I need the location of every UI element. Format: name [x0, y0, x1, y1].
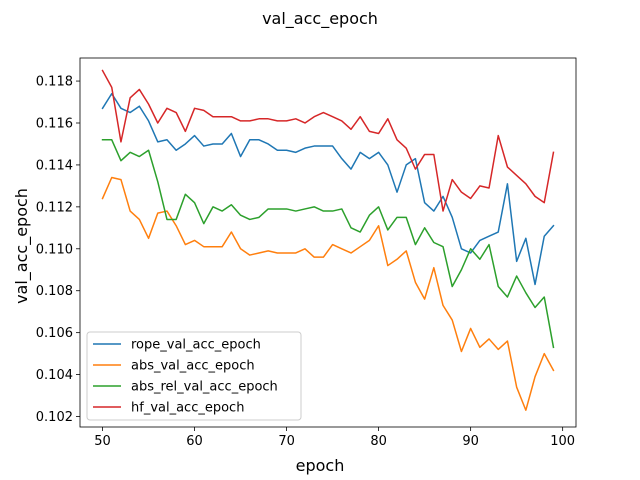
axes-frame [79, 57, 577, 428]
y-tick-label: 0.118 [36, 75, 73, 90]
x-tick-label: 80 [370, 434, 387, 449]
legend-label-3: abs_rel_val_acc_epoch [131, 380, 278, 395]
y-tick-label: 0.116 [36, 116, 73, 131]
x-tick-label: 90 [462, 434, 479, 449]
y-tick-label: 0.112 [36, 200, 73, 215]
chart-title: val_acc_epoch [262, 9, 378, 29]
legend: rope_val_acc_epoch abs_val_acc_epoch abs_r… [86, 331, 302, 421]
x-tick-label: 50 [94, 434, 111, 449]
legend-label-4: hf_val_acc_epoch [131, 401, 244, 416]
y-tick-label: 0.108 [36, 284, 73, 299]
legend-label-2: abs_val_acc_epoch [131, 359, 255, 374]
y-tick-label: 0.104 [36, 368, 73, 383]
x-axis-title: epoch [296, 456, 345, 475]
y-tick-label: 0.110 [36, 242, 73, 257]
series-line-3 [101, 139, 555, 349]
series-line-1 [101, 92, 555, 286]
x-tick-label: 70 [278, 434, 295, 449]
legend-box [86, 331, 302, 421]
x-tick-label: 100 [550, 434, 575, 449]
plot-area [101, 69, 555, 411]
y-axis-title: val_acc_epoch [12, 188, 32, 304]
series-line-2 [101, 176, 555, 411]
y-tick-label: 0.106 [36, 326, 73, 341]
series-line-4 [101, 69, 555, 212]
y-tick-label: 0.102 [36, 410, 73, 425]
y-tick-label: 0.114 [36, 158, 73, 173]
x-tick-label: 60 [186, 434, 203, 449]
axes: 50 60 70 80 90 100 0.102 0.104 0.106 0.108 0.110 0.… [36, 57, 577, 449]
legend-label-1: rope_val_acc_epoch [131, 338, 261, 353]
